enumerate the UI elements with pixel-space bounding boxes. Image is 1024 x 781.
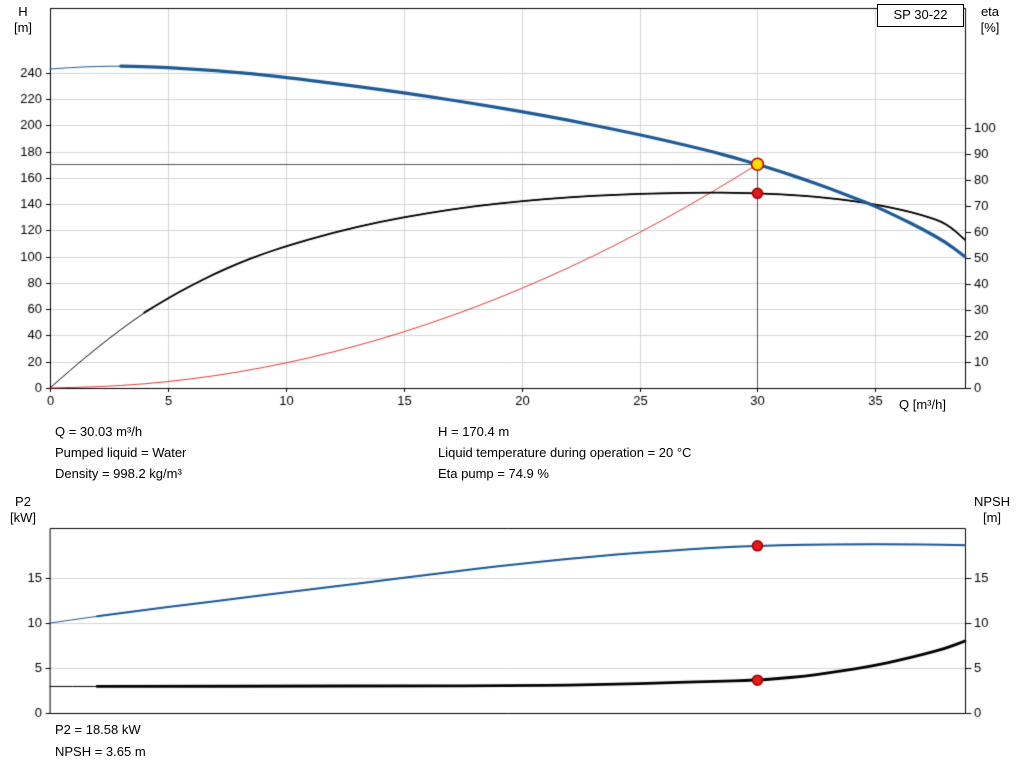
info-density: Density = 998.2 kg/m³: [55, 466, 182, 481]
info-p2: P2 = 18.58 kW: [55, 722, 141, 737]
eta-axis-label: eta: [980, 4, 1000, 19]
p2-axis-label: P2: [15, 494, 31, 509]
info-temperature: Liquid temperature during operation = 20…: [438, 445, 692, 460]
info-liquid: Pumped liquid = Water: [55, 445, 187, 460]
power-npsh-info: P2 = 18.58 kW NPSH = 3.65 m: [55, 719, 146, 763]
pump-model-badge: SP 30-22: [877, 4, 964, 27]
p2-axis-unit: [kW]: [10, 510, 36, 525]
info-head: H = 170.4 m: [438, 424, 510, 439]
info-flow: Q = 30.03 m³/h: [55, 424, 143, 439]
eta-axis-unit: [%]: [980, 20, 1000, 35]
top-left-axis-title: H [m]: [0, 4, 46, 36]
npsh-axis-unit: [m]: [982, 510, 1002, 525]
info-eta: Eta pump = 74.9 %: [438, 466, 549, 481]
operating-point-info-right: H = 170.4 m Liquid temperature during op…: [438, 421, 691, 484]
h-axis-label: H: [18, 4, 28, 19]
x-axis-label: Q [m³/h]: [899, 397, 946, 412]
bottom-right-axis-title: NPSH [m]: [964, 494, 1020, 526]
operating-point-info-left: Q = 30.03 m³/h Pumped liquid = Water Den…: [55, 421, 186, 484]
bottom-left-axis-title: P2 [kW]: [0, 494, 46, 526]
top-right-axis-title: eta [%]: [968, 4, 1012, 36]
h-axis-unit: [m]: [13, 20, 33, 35]
npsh-axis-label: NPSH: [973, 494, 1011, 509]
info-npsh: NPSH = 3.65 m: [55, 744, 146, 759]
